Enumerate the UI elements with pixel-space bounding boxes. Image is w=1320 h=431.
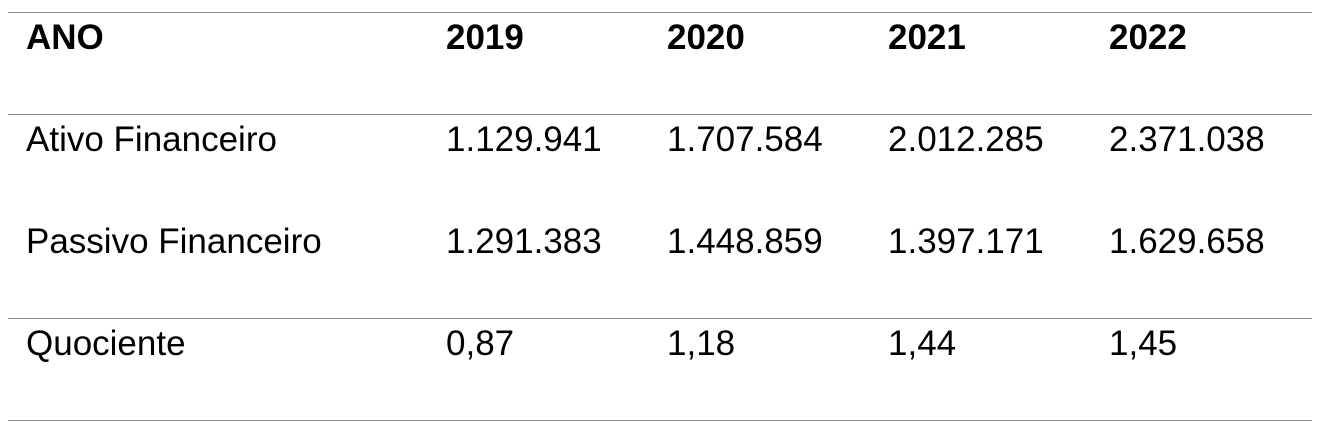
header-cell-ano: ANO: [26, 18, 104, 57]
table-cell: 1.448.859: [667, 221, 823, 261]
table-cell: 1.291.383: [446, 221, 602, 261]
header-cell-2022: 2022: [1109, 18, 1187, 57]
table-cell: 1.129.941: [446, 120, 602, 159]
table-cell: 1.397.171: [888, 221, 1044, 261]
table-cell: 1,44: [888, 324, 957, 363]
financial-table-container: ANO 2019 2020 2021 2022 Ativo Financeiro…: [8, 12, 1312, 421]
table-row-quociente: Quociente 0,87 1,18 1,44 1,45: [8, 318, 1312, 421]
table-cell: 1,18: [667, 324, 736, 363]
row-label: Quociente: [26, 324, 186, 363]
table-cell: 2.371.038: [1109, 120, 1265, 159]
table-row-passivo-financeiro: Passivo Financeiro 1.291.383 1.448.859 1…: [8, 217, 1312, 319]
row-label: Passivo Financeiro: [26, 221, 322, 261]
header-cell-2020: 2020: [667, 18, 745, 57]
table-cell: 2.012.285: [888, 120, 1044, 159]
table-body: Ativo Financeiro 1.129.941 1.707.584 2.0…: [8, 115, 1312, 421]
header-cell-2019: 2019: [446, 18, 524, 57]
financial-table: ANO 2019 2020 2021 2022 Ativo Financeiro…: [8, 12, 1312, 421]
table-row-ativo-financeiro: Ativo Financeiro 1.129.941 1.707.584 2.0…: [8, 115, 1312, 217]
header-row: ANO 2019 2020 2021 2022: [8, 12, 1312, 115]
table-cell: 1,45: [1109, 324, 1178, 363]
row-label: Ativo Financeiro: [26, 120, 277, 159]
table-cell: 0,87: [446, 324, 515, 363]
header-cell-2021: 2021: [888, 18, 966, 57]
table-header: ANO 2019 2020 2021 2022: [8, 12, 1312, 115]
table-cell: 1.629.658: [1109, 221, 1265, 261]
table-cell: 1.707.584: [667, 120, 823, 159]
